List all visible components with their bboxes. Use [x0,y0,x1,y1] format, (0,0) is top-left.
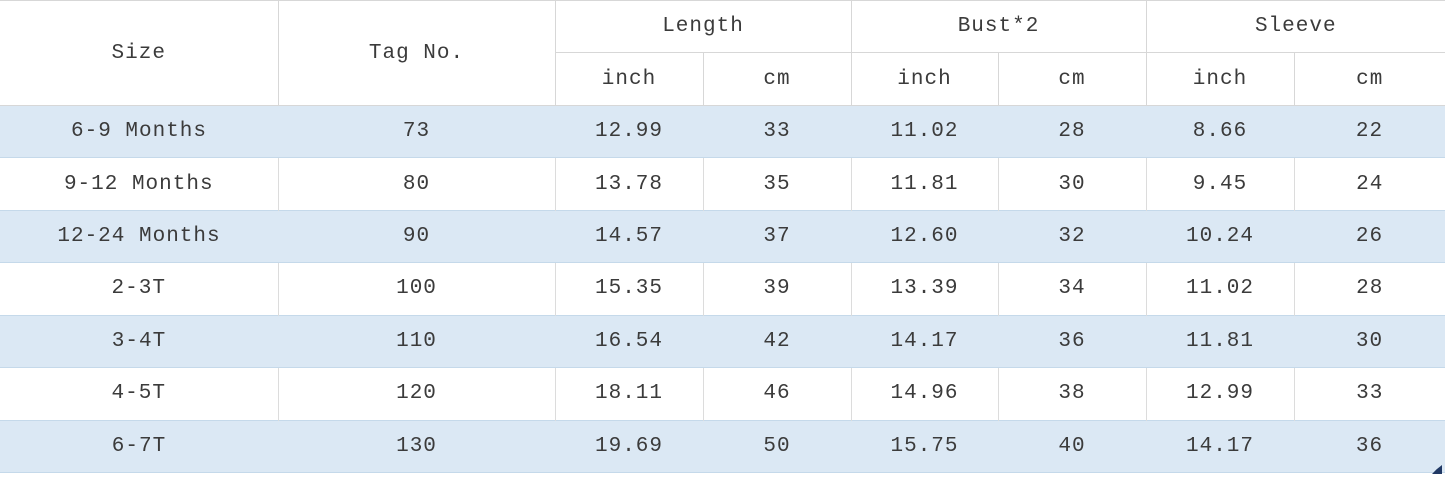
cell-length-inch: 12.99 [555,104,703,159]
cell-tag-no: 80 [277,157,556,211]
cell-size: 6-7T [0,419,278,474]
cell-sleeve-cm: 36 [1294,419,1445,474]
col-subheader-sleeve-inch: inch [1145,52,1295,106]
cell-length-cm: 37 [703,209,851,264]
cell-bust-inch: 12.60 [851,209,998,264]
col-subheader-length-inch: inch [555,52,704,106]
cell-sleeve-inch: 10.24 [1146,209,1294,264]
cell-length-inch: 13.78 [554,157,704,211]
header-group-row: Size Tag No. Length Bust*2 Sleeve [0,0,1445,106]
cell-length-inch: 18.11 [554,367,704,421]
col-header-tag-no: Tag No. [277,0,556,106]
fill-handle-icon[interactable] [1432,465,1442,474]
cell-sleeve-inch: 11.81 [1146,314,1294,369]
cell-bust-inch: 11.02 [851,104,998,159]
cell-length-cm: 46 [702,367,852,421]
cell-length-cm: 39 [702,262,852,316]
col-subheader-bust-cm: cm [997,52,1147,106]
cell-bust-inch: 14.96 [850,367,999,421]
cell-bust-cm: 32 [998,209,1146,264]
cell-tag-no: 120 [277,367,556,421]
cell-sleeve-inch: 11.02 [1145,262,1295,316]
cell-size: 9-12 Months [0,157,279,211]
cell-bust-inch: 13.39 [850,262,999,316]
table-row: 4-5T 120 18.11 46 14.96 38 12.99 33 [0,367,1445,421]
cell-sleeve-inch: 8.66 [1146,104,1294,159]
cell-sleeve-inch: 14.17 [1146,419,1294,474]
cell-sleeve-cm: 22 [1294,104,1445,159]
col-group-sleeve: Sleeve [1145,0,1445,53]
cell-size: 3-4T [0,314,278,369]
cell-tag-no: 110 [278,314,555,369]
cell-bust-cm: 30 [997,157,1147,211]
col-header-size: Size [0,0,279,106]
cell-length-inch: 16.54 [555,314,703,369]
cell-sleeve-inch: 9.45 [1145,157,1295,211]
cell-bust-cm: 28 [998,104,1146,159]
cell-bust-cm: 40 [998,419,1146,474]
cell-length-cm: 35 [702,157,852,211]
cell-sleeve-cm: 33 [1293,367,1445,421]
col-group-length: Length [554,0,852,53]
cell-sleeve-cm: 28 [1293,262,1445,316]
cell-size: 12-24 Months [0,209,278,264]
table-row: 3-4T 110 16.54 42 14.17 36 11.81 30 [0,314,1445,369]
cell-size: 2-3T [0,262,279,316]
cell-length-cm: 33 [703,104,851,159]
cell-size: 6-9 Months [0,104,278,159]
cell-length-inch: 14.57 [555,209,703,264]
cell-bust-cm: 34 [997,262,1147,316]
cell-bust-inch: 15.75 [851,419,998,474]
cell-tag-no: 73 [278,104,555,159]
cell-tag-no: 100 [277,262,556,316]
cell-bust-inch: 11.81 [850,157,999,211]
table-row: 12-24 Months 90 14.57 37 12.60 32 10.24 … [0,209,1445,264]
cell-tag-no: 90 [278,209,555,264]
col-subheader-sleeve-cm: cm [1293,52,1445,106]
cell-bust-cm: 38 [997,367,1147,421]
cell-sleeve-cm: 24 [1293,157,1445,211]
cell-size: 4-5T [0,367,279,421]
cell-length-inch: 15.35 [554,262,704,316]
table-row: 6-9 Months 73 12.99 33 11.02 28 8.66 22 [0,104,1445,159]
cell-bust-inch: 14.17 [851,314,998,369]
table-row: 9-12 Months 80 13.78 35 11.81 30 9.45 24 [0,157,1445,211]
cell-sleeve-cm: 26 [1294,209,1445,264]
cell-tag-no: 130 [278,419,555,474]
cell-bust-cm: 36 [998,314,1146,369]
cell-sleeve-cm: 30 [1294,314,1445,369]
table-row: 6-7T 130 19.69 50 15.75 40 14.17 36 [0,419,1445,474]
col-group-bust: Bust*2 [850,0,1147,53]
col-subheader-bust-inch: inch [850,52,999,106]
cell-sleeve-inch: 12.99 [1145,367,1295,421]
cell-length-cm: 50 [703,419,851,474]
cell-length-cm: 42 [703,314,851,369]
cell-length-inch: 19.69 [555,419,703,474]
table-row: 2-3T 100 15.35 39 13.39 34 11.02 28 [0,262,1445,316]
col-subheader-length-cm: cm [702,52,852,106]
